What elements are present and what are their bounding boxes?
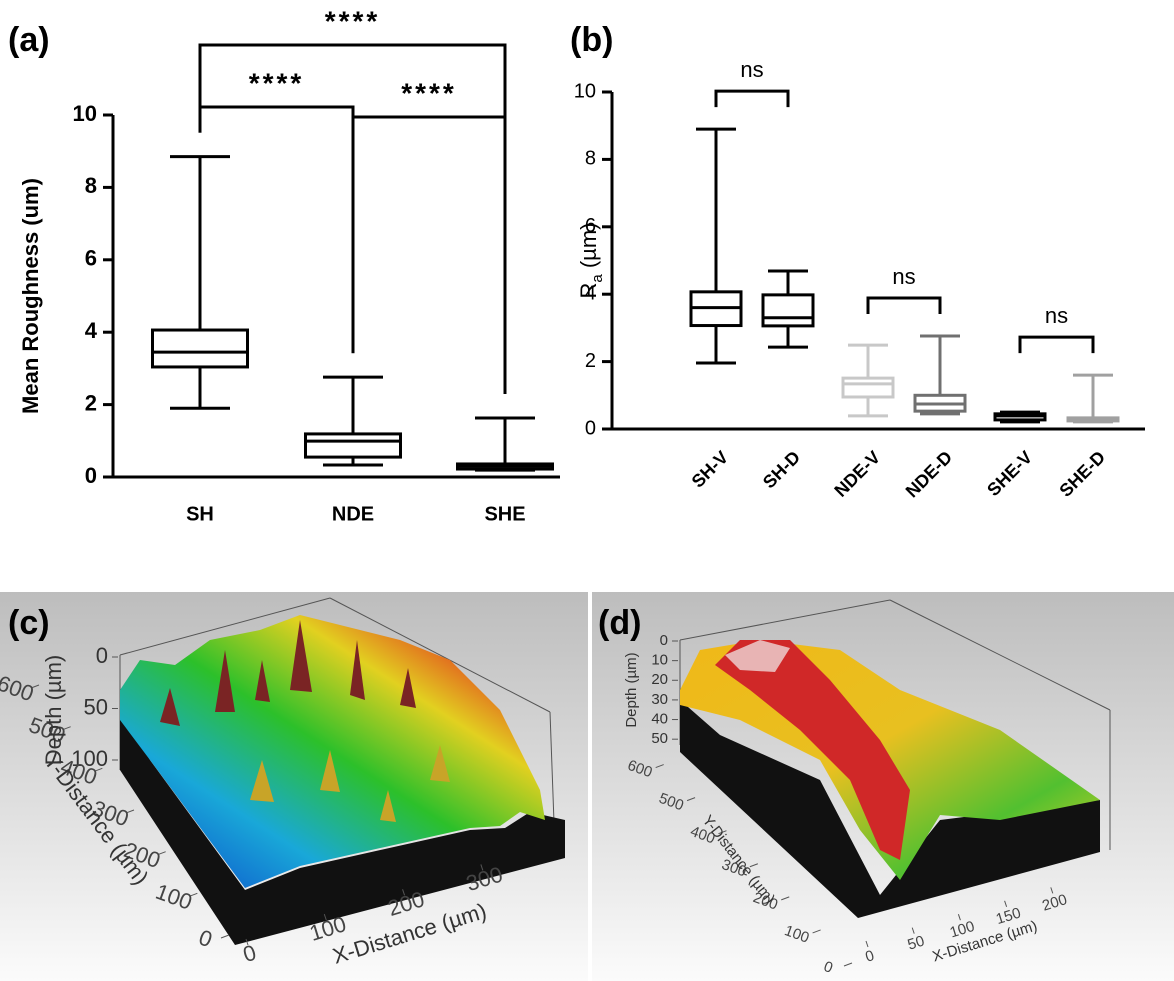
comparison-label: ns [892, 264, 915, 289]
y-tick-label: 2 [85, 390, 97, 415]
x-tick-label: SH-V [688, 447, 733, 492]
z-label: Depth (µm) [41, 655, 66, 765]
y-tick-label: 0 [585, 417, 596, 439]
x-tick-label: SH [186, 503, 214, 525]
comparison-label: **** [249, 67, 305, 98]
y-tick-label: 6 [85, 246, 97, 271]
comparison-label: **** [401, 77, 457, 108]
z-tick-label: 20 [651, 671, 668, 688]
panel-label: (b) [570, 21, 613, 59]
z-tick-label: 50 [84, 694, 108, 719]
box [843, 378, 893, 397]
y-axis-label: Ra (µm) [576, 222, 607, 298]
comparison-bracket [716, 91, 788, 107]
x-tick-label: NDE [332, 503, 374, 525]
y-tick-label: 8 [585, 148, 596, 170]
z-tick-label: 50 [651, 730, 668, 747]
z-tick-label: 0 [660, 632, 668, 649]
y-axis-label: Mean Roughness (um) [18, 178, 43, 414]
figure-svg: (a) 0 2 4 6 8 10 Mean Roughness (um) SH NDE SHE ***… [0, 0, 1174, 981]
y-axis-label-part: (µm) [576, 222, 601, 274]
figure: (a) 0 2 4 6 8 10 Mean Roughness (um) SH NDE SHE ***… [0, 0, 1174, 981]
x-tick-label: SHE [484, 503, 525, 525]
panel-label: (c) [8, 604, 50, 642]
comparison-bracket [1020, 337, 1093, 353]
y-tick-label: 8 [85, 173, 97, 198]
x-tick-label: SHE-D [1055, 447, 1109, 501]
z-tick-label: 0 [96, 643, 108, 668]
comparison-label: **** [325, 5, 381, 36]
z-tick-label: 40 [651, 711, 668, 728]
x-tick-label: NDE-D [902, 447, 956, 501]
z-tick-label: 10 [651, 652, 668, 669]
x-tick-label: SH-D [759, 447, 804, 492]
y-axis-label-part: R [576, 283, 601, 299]
box [153, 330, 248, 367]
y-tick-label: 10 [574, 80, 596, 102]
box [306, 434, 401, 457]
z-label: Depth (µm) [623, 652, 640, 727]
comparison-bracket [353, 117, 505, 394]
x-tick-label: NDE-V [830, 447, 884, 501]
comparison-label: ns [1045, 303, 1068, 328]
comparison-label: ns [740, 57, 763, 82]
comparison-bracket [868, 298, 940, 314]
box [763, 295, 813, 326]
z-tick-label: 30 [651, 691, 668, 708]
x-tick-label: SHE-V [983, 447, 1036, 500]
y-tick-label: 2 [585, 350, 596, 372]
panel-label: (a) [8, 21, 50, 59]
comparison-bracket [200, 107, 353, 353]
y-tick-label: 4 [85, 318, 98, 343]
panel-label: (d) [598, 604, 641, 642]
y-tick-label: 10 [73, 101, 97, 126]
y-tick-label: 0 [85, 463, 97, 488]
